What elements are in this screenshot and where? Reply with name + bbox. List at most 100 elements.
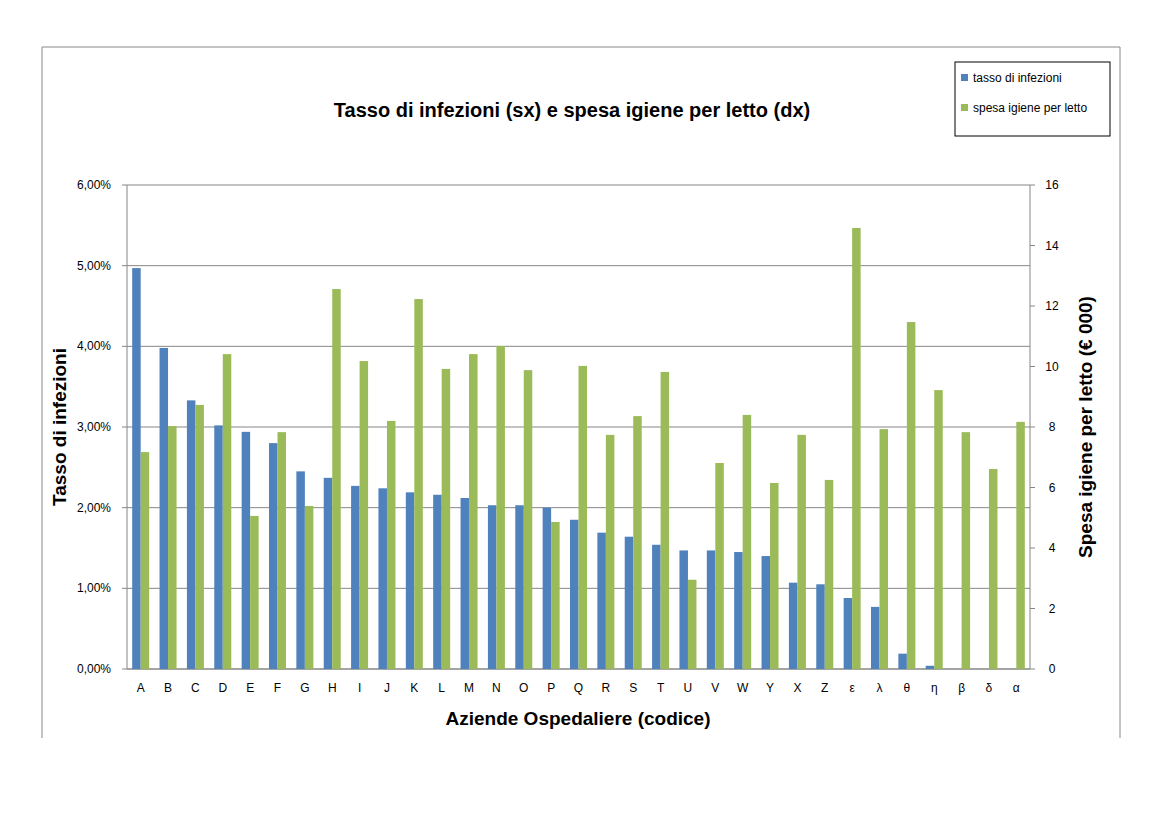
bar <box>934 390 943 669</box>
x-tick-label: V <box>711 681 719 695</box>
bar <box>707 550 716 669</box>
bar <box>907 322 916 669</box>
bar <box>250 516 258 669</box>
x-tick-label: B <box>164 681 172 695</box>
y-axis-line <box>127 185 128 669</box>
bar <box>1016 422 1024 669</box>
bar <box>442 369 451 669</box>
bar <box>406 492 415 669</box>
x-tick-label: N <box>492 681 501 695</box>
y-axis-label: Tasso di infezioni <box>49 348 70 506</box>
x-tick-label: G <box>300 681 309 695</box>
x-tick-label: β <box>958 681 965 695</box>
legend-label: spesa igiene per letto <box>973 101 1087 115</box>
y2-tick <box>1030 366 1035 367</box>
bar <box>461 498 470 669</box>
bar <box>852 228 861 669</box>
bar <box>324 478 333 669</box>
x-tick-label: J <box>384 681 390 695</box>
x-tick-label: α <box>1013 681 1020 695</box>
grid-line <box>127 265 1030 266</box>
bar <box>734 552 743 669</box>
y2-tick-label: 0 <box>1049 662 1056 676</box>
x-tick-label: U <box>684 681 693 695</box>
x-tick-label: L <box>438 681 445 695</box>
bar <box>679 550 688 669</box>
y2-tick-label: 4 <box>1049 541 1056 555</box>
x-tick-label: F <box>274 681 281 695</box>
x-tick-label: C <box>191 681 200 695</box>
bar <box>387 421 396 669</box>
bar <box>551 522 560 669</box>
bar <box>488 505 497 669</box>
y-tick-label: 1,00% <box>77 581 111 595</box>
bar <box>414 299 423 669</box>
bar <box>652 545 661 669</box>
x-tick-label: S <box>629 681 637 695</box>
y-tick-label: 4,00% <box>77 339 111 353</box>
legend-label: tasso di infezioni <box>973 71 1062 85</box>
y2-tick <box>1030 608 1035 609</box>
bar <box>543 508 552 669</box>
y2-tick <box>1030 487 1035 488</box>
bar <box>242 432 251 669</box>
x-tick-label: ε <box>849 681 855 695</box>
x-tick-label: W <box>737 681 749 695</box>
y2-tick <box>1030 427 1035 428</box>
y2-tick <box>1030 669 1035 670</box>
x-tick-label: Z <box>821 681 828 695</box>
y2-tick <box>1030 245 1035 246</box>
y-tick-label: 2,00% <box>77 501 111 515</box>
legend-swatch <box>961 74 968 81</box>
y2-tick <box>1030 548 1035 549</box>
bar <box>187 400 196 669</box>
x-tick-label: I <box>358 681 361 695</box>
y-tick <box>122 588 127 589</box>
grid-line <box>127 185 1030 186</box>
y2-tick-label: 2 <box>1049 602 1056 616</box>
x-tick-label: X <box>793 681 801 695</box>
bar <box>278 432 287 669</box>
y-tick <box>122 427 127 428</box>
bar <box>715 463 724 669</box>
legend-box <box>955 62 1110 136</box>
bar <box>1008 669 1017 670</box>
bar <box>844 598 853 669</box>
grid-line <box>127 346 1030 347</box>
title: Tasso di infezioni (sx) e spesa igiene p… <box>334 99 810 121</box>
bar <box>160 348 169 669</box>
bar <box>524 370 533 669</box>
bar <box>195 405 204 669</box>
y2-axis-label: Spesa igiene per letto (€ 000) <box>1075 296 1096 558</box>
x-tick-label: A <box>137 681 145 695</box>
x-tick-label: T <box>657 681 665 695</box>
legend-swatch <box>961 104 968 111</box>
bar <box>433 495 442 669</box>
y2-tick-label: 6 <box>1049 481 1056 495</box>
grid <box>127 185 1030 669</box>
bar <box>305 506 314 669</box>
y-tick-label: 0,00% <box>77 662 111 676</box>
bar <box>296 471 305 669</box>
bar <box>816 584 825 669</box>
bar <box>743 415 752 669</box>
bar <box>332 289 341 669</box>
legend: tasso di infezioni spesa igiene per letto <box>955 62 1110 136</box>
x-tick-label: D <box>218 681 227 695</box>
y2-tick <box>1030 306 1035 307</box>
x-tick-label: Y <box>766 681 774 695</box>
x-tick-label: θ <box>904 681 911 695</box>
bar <box>989 469 998 669</box>
y2-tick-label: 8 <box>1049 420 1056 434</box>
bar <box>762 556 771 669</box>
bar <box>825 480 834 669</box>
bar <box>351 486 360 669</box>
y2-axis-line <box>1030 185 1031 669</box>
y2-tick-label: 14 <box>1045 239 1059 253</box>
y2-tick-label: 12 <box>1045 299 1059 313</box>
y-tick <box>122 346 127 347</box>
bar <box>688 580 697 669</box>
x-tick-label: K <box>410 681 418 695</box>
bar <box>926 666 935 669</box>
bar <box>880 429 889 669</box>
